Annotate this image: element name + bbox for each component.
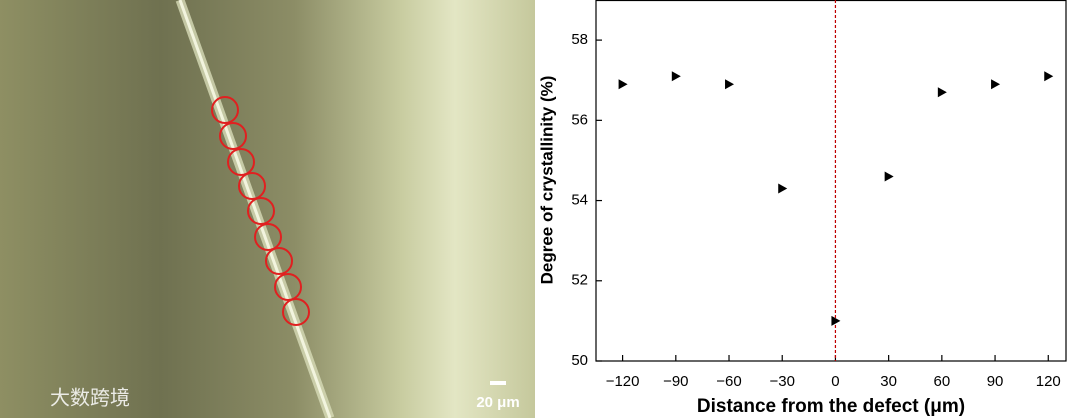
- data-point: [671, 71, 681, 82]
- x-tick-label: 120: [1036, 373, 1061, 390]
- data-point: [1044, 71, 1054, 82]
- x-tick-label: −120: [606, 373, 640, 390]
- x-tick-label: 0: [831, 373, 839, 390]
- circle: [238, 172, 266, 200]
- circle: [211, 96, 239, 124]
- circle: [247, 197, 275, 225]
- data-point: [778, 183, 788, 194]
- y-axis-label: Degree of crystallinity (%): [537, 76, 556, 285]
- data-point: [937, 87, 947, 98]
- watermark: 大数跨境: [50, 386, 130, 409]
- fiber-core: [178, 0, 332, 418]
- micrograph: 20 μm 大数跨境: [0, 0, 535, 418]
- measurement-circles: [211, 96, 310, 326]
- x-tick-label: 30: [880, 373, 897, 390]
- y-tick-label: 50: [571, 352, 588, 369]
- data-point: [725, 79, 735, 90]
- scale-bar-label: 20 μm: [476, 394, 519, 411]
- x-tick-label: 60: [934, 373, 951, 390]
- x-tick-label: 90: [987, 373, 1004, 390]
- x-axis-label: Distance from the defect (μm): [697, 396, 965, 417]
- y-tick-label: 58: [571, 31, 588, 48]
- x-tick-label: −90: [663, 373, 688, 390]
- chart: Degree of crystallinity (%) Distance fro…: [537, 0, 1067, 417]
- data-point: [991, 79, 1001, 90]
- x-tick-label: −60: [716, 373, 741, 390]
- scale-bar: [490, 381, 506, 385]
- micrograph-background: [0, 0, 535, 418]
- circle: [219, 122, 247, 150]
- y-tick-label: 52: [571, 272, 588, 289]
- y-tick-label: 54: [571, 192, 588, 209]
- y-tick-label: 56: [571, 111, 588, 128]
- data-point: [618, 79, 628, 90]
- circle: [254, 223, 282, 251]
- x-tick-label: −30: [769, 373, 794, 390]
- data-point: [831, 315, 841, 326]
- data-point: [884, 171, 894, 182]
- plot-frame: [595, 0, 1067, 362]
- circle: [227, 148, 255, 176]
- circle: [265, 247, 293, 275]
- circle: [274, 273, 302, 301]
- circle: [282, 298, 310, 326]
